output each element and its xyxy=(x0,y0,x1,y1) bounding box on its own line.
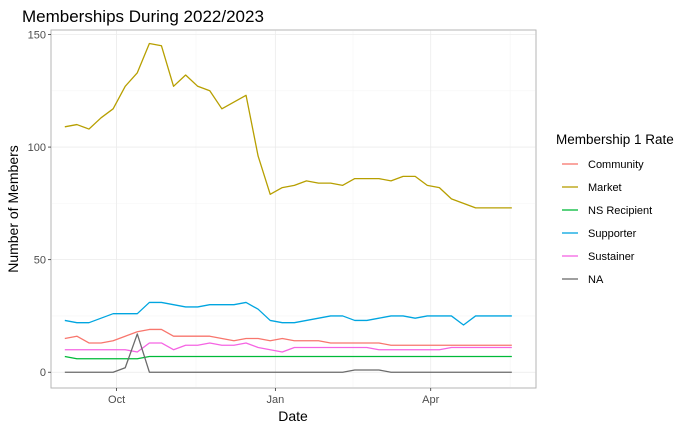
legend-label-ns-recipient: NS Recipient xyxy=(588,205,652,217)
x-axis-title: Date xyxy=(278,408,308,424)
legend-label-community: Community xyxy=(588,159,644,171)
x-tick-label: Apr xyxy=(422,394,439,406)
plot-panel xyxy=(50,29,537,389)
x-tick-label: Jan xyxy=(267,394,285,406)
legend-label-na: NA xyxy=(588,274,604,286)
y-axis-ticks: 0 50 100 150 xyxy=(28,30,51,379)
y-axis-title: Number of Members xyxy=(5,145,21,273)
series-line-supporter xyxy=(64,301,512,326)
legend-label-sustainer: Sustainer xyxy=(588,251,635,263)
legend-label-market: Market xyxy=(588,182,622,194)
chart-title: Memberships During 2022/2023 xyxy=(22,7,264,26)
legend-items: Community Market NS Recipient Supporter Sust… xyxy=(562,159,652,286)
y-tick-label: 150 xyxy=(28,30,46,42)
x-tick-label: Oct xyxy=(108,394,125,406)
legend-title: Membership 1 Rate xyxy=(556,132,674,147)
series-line-community xyxy=(64,328,512,346)
series-line-na xyxy=(64,333,512,373)
series-line-sustainer xyxy=(64,342,512,353)
minor-gridlines xyxy=(51,30,536,388)
series-line-ns-recipient xyxy=(64,355,512,360)
legend: Membership 1 Rate Community Market NS Reci… xyxy=(556,132,674,286)
y-tick-label: 50 xyxy=(34,255,46,267)
plot-panel-border xyxy=(50,29,537,389)
legend-label-supporter: Supporter xyxy=(588,228,637,240)
series-lines xyxy=(64,42,512,373)
y-tick-label: 100 xyxy=(28,142,46,154)
series-line-market xyxy=(64,42,512,209)
y-tick-label: 0 xyxy=(40,367,46,379)
x-axis-ticks: Oct Jan Apr xyxy=(108,388,440,406)
